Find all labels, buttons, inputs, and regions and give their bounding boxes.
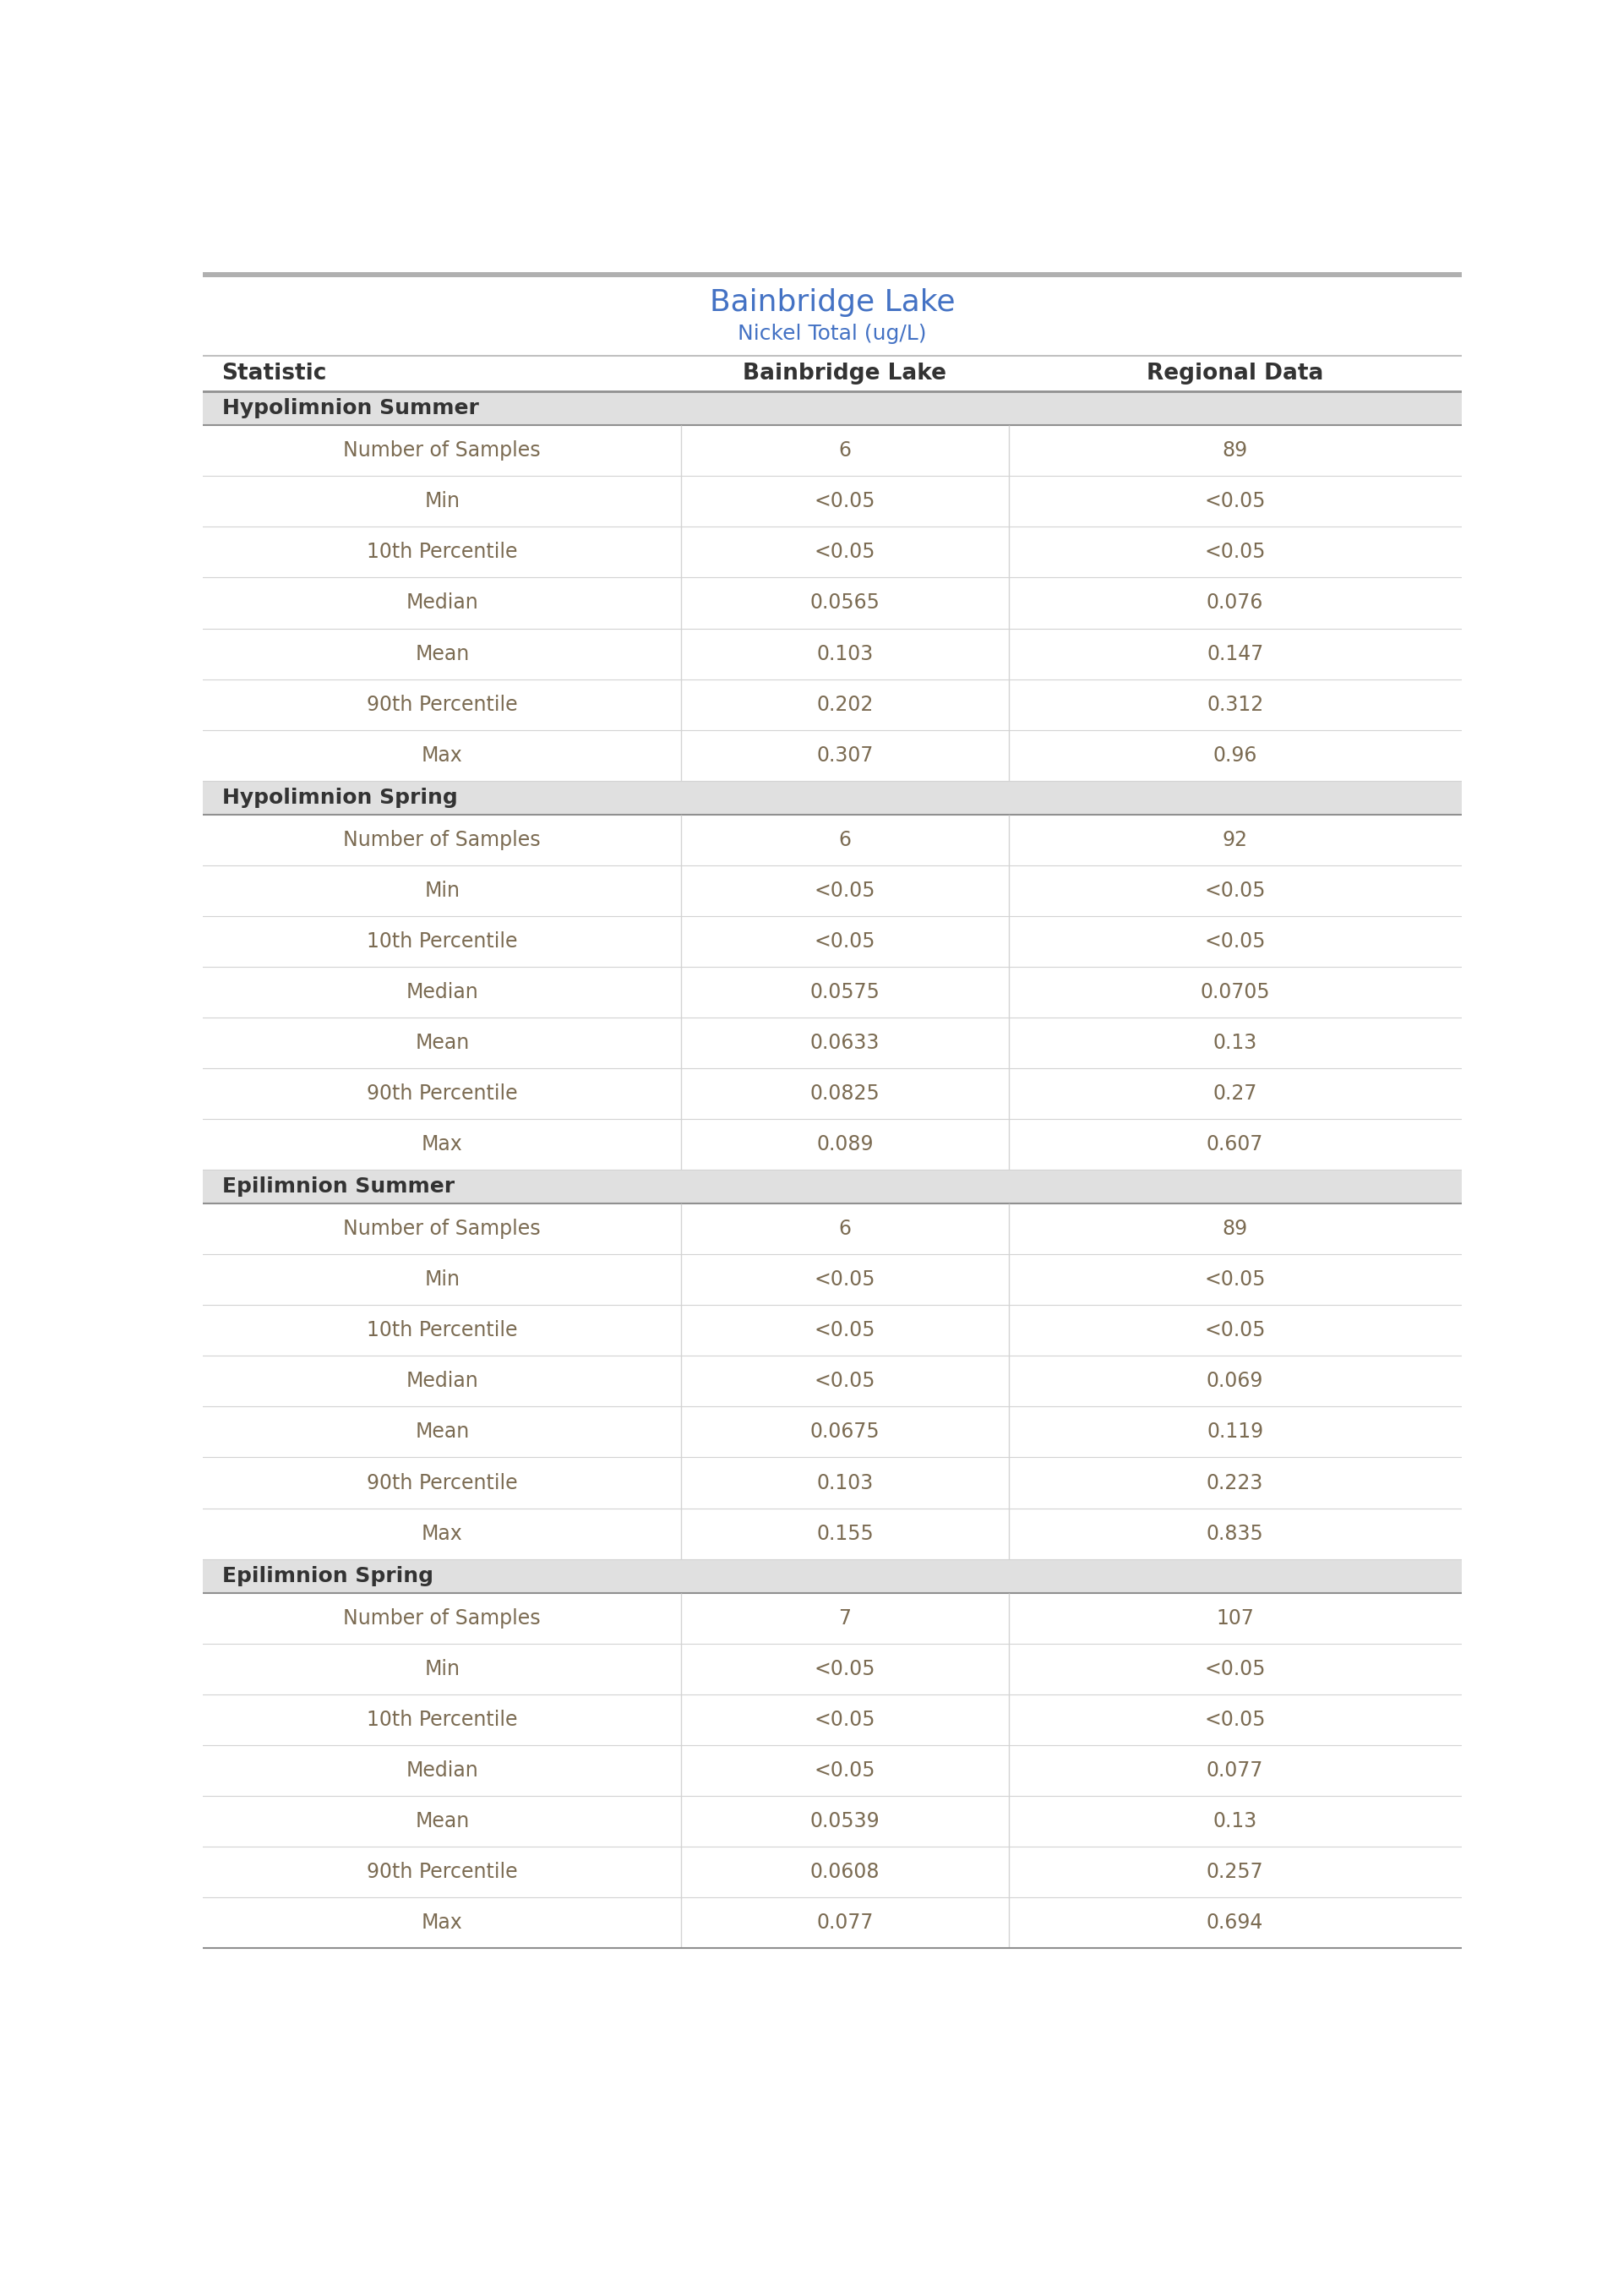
Text: Mean: Mean [416, 1033, 469, 1053]
Text: 0.223: 0.223 [1207, 1473, 1263, 1494]
Text: 0.0633: 0.0633 [810, 1033, 880, 1053]
Text: Mean: Mean [416, 1811, 469, 1832]
Text: Epilimnion Summer: Epilimnion Summer [222, 1176, 455, 1196]
Text: 10th Percentile: 10th Percentile [367, 1709, 518, 1730]
Text: 92: 92 [1223, 831, 1247, 849]
Text: <0.05: <0.05 [1205, 1659, 1265, 1680]
Text: 10th Percentile: 10th Percentile [367, 1321, 518, 1342]
Text: <0.05: <0.05 [1205, 1709, 1265, 1730]
Text: 0.607: 0.607 [1207, 1135, 1263, 1155]
Text: 10th Percentile: 10th Percentile [367, 931, 518, 951]
Text: Number of Samples: Number of Samples [343, 1607, 541, 1628]
Text: Max: Max [422, 1135, 463, 1155]
Bar [203, 272, 1462, 277]
Text: 0.147: 0.147 [1207, 645, 1263, 663]
Text: 0.13: 0.13 [1213, 1033, 1257, 1053]
Bar [203, 1559, 1462, 1594]
Text: Bainbridge Lake: Bainbridge Lake [744, 363, 947, 384]
Text: <0.05: <0.05 [814, 931, 875, 951]
Text: <0.05: <0.05 [814, 1371, 875, 1392]
Text: 0.694: 0.694 [1207, 1914, 1263, 1932]
Text: Statistic: Statistic [222, 363, 326, 384]
Text: 0.069: 0.069 [1207, 1371, 1263, 1392]
Text: <0.05: <0.05 [1205, 881, 1265, 901]
Bar [203, 1169, 1462, 1203]
Text: Median: Median [406, 592, 479, 613]
Text: 10th Percentile: 10th Percentile [367, 543, 518, 563]
Text: 0.089: 0.089 [817, 1135, 874, 1155]
Text: Min: Min [424, 1659, 460, 1680]
Text: 0.27: 0.27 [1213, 1083, 1257, 1103]
Text: Epilimnion Spring: Epilimnion Spring [222, 1566, 434, 1587]
Text: Max: Max [422, 1523, 463, 1544]
Text: Hypolimnion Summer: Hypolimnion Summer [222, 397, 479, 418]
Text: 0.257: 0.257 [1207, 1861, 1263, 1882]
Text: 6: 6 [838, 831, 851, 849]
Text: Regional Data: Regional Data [1147, 363, 1324, 384]
Text: 7: 7 [838, 1607, 851, 1628]
Text: 0.0705: 0.0705 [1200, 983, 1270, 1003]
Text: Min: Min [424, 1269, 460, 1289]
Text: Mean: Mean [416, 1421, 469, 1441]
Text: Max: Max [422, 745, 463, 765]
Text: <0.05: <0.05 [814, 1269, 875, 1289]
Text: 90th Percentile: 90th Percentile [367, 1861, 518, 1882]
Text: <0.05: <0.05 [1205, 931, 1265, 951]
Text: 0.0825: 0.0825 [810, 1083, 880, 1103]
Text: <0.05: <0.05 [1205, 1321, 1265, 1342]
Text: 0.0575: 0.0575 [810, 983, 880, 1003]
Text: 0.155: 0.155 [817, 1523, 874, 1544]
Text: Median: Median [406, 983, 479, 1003]
Text: Nickel Total (ug/L): Nickel Total (ug/L) [737, 325, 927, 345]
Text: <0.05: <0.05 [1205, 1269, 1265, 1289]
Text: 0.0675: 0.0675 [810, 1421, 880, 1441]
Text: 0.202: 0.202 [817, 695, 874, 715]
Text: <0.05: <0.05 [814, 543, 875, 563]
Text: Max: Max [422, 1914, 463, 1932]
Text: 89: 89 [1223, 440, 1247, 461]
Text: 6: 6 [838, 1219, 851, 1239]
Text: 0.13: 0.13 [1213, 1811, 1257, 1832]
Text: <0.05: <0.05 [1205, 543, 1265, 563]
Text: 0.0539: 0.0539 [810, 1811, 880, 1832]
Text: <0.05: <0.05 [814, 1659, 875, 1680]
Text: Min: Min [424, 490, 460, 511]
Text: <0.05: <0.05 [814, 1759, 875, 1780]
Bar [203, 781, 1462, 815]
Text: 90th Percentile: 90th Percentile [367, 1083, 518, 1103]
Text: 0.96: 0.96 [1213, 745, 1257, 765]
Text: 0.103: 0.103 [817, 645, 874, 663]
Text: Number of Samples: Number of Samples [343, 440, 541, 461]
Text: 0.835: 0.835 [1207, 1523, 1263, 1544]
Text: Min: Min [424, 881, 460, 901]
Text: <0.05: <0.05 [814, 1709, 875, 1730]
Text: Bainbridge Lake: Bainbridge Lake [710, 288, 955, 318]
Text: 0.077: 0.077 [1207, 1759, 1263, 1780]
Text: Number of Samples: Number of Samples [343, 1219, 541, 1239]
Text: <0.05: <0.05 [814, 490, 875, 511]
Text: Median: Median [406, 1371, 479, 1392]
Text: Number of Samples: Number of Samples [343, 831, 541, 849]
Text: 0.0608: 0.0608 [810, 1861, 880, 1882]
Text: 90th Percentile: 90th Percentile [367, 695, 518, 715]
Text: 0.312: 0.312 [1207, 695, 1263, 715]
Text: Mean: Mean [416, 645, 469, 663]
Text: 0.103: 0.103 [817, 1473, 874, 1494]
Text: Hypolimnion Spring: Hypolimnion Spring [222, 788, 458, 808]
Text: <0.05: <0.05 [814, 1321, 875, 1342]
Text: 90th Percentile: 90th Percentile [367, 1473, 518, 1494]
Text: <0.05: <0.05 [1205, 490, 1265, 511]
Text: 0.076: 0.076 [1207, 592, 1263, 613]
Text: 0.119: 0.119 [1207, 1421, 1263, 1441]
Text: 6: 6 [838, 440, 851, 461]
Bar [203, 390, 1462, 424]
Text: Median: Median [406, 1759, 479, 1780]
Text: 0.0565: 0.0565 [810, 592, 880, 613]
Text: <0.05: <0.05 [814, 881, 875, 901]
Text: 107: 107 [1216, 1607, 1254, 1628]
Text: 0.307: 0.307 [817, 745, 874, 765]
Text: 0.077: 0.077 [817, 1914, 874, 1932]
Text: 89: 89 [1223, 1219, 1247, 1239]
